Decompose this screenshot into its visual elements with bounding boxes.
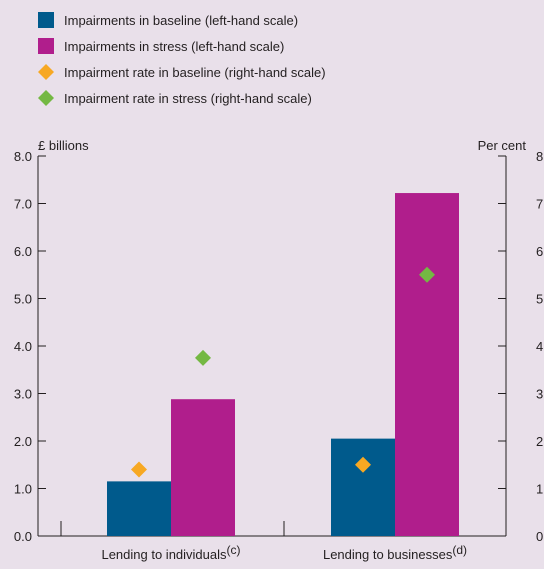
category-label-text: Lending to individuals xyxy=(101,547,227,562)
category-label: Lending to individuals(c) xyxy=(101,543,240,562)
marker-baseline-rate xyxy=(355,456,371,473)
marker-stress-rate xyxy=(419,266,435,283)
legend-label: Impairments in baseline (left-hand scale… xyxy=(64,13,298,28)
legend-item: Impairment rate in baseline (right-hand … xyxy=(38,64,326,80)
left-tick-label: 0.0 xyxy=(14,529,32,544)
legend: Impairments in baseline (left-hand scale… xyxy=(38,12,326,106)
right-tick-label: 3 xyxy=(536,387,543,402)
left-tick-label: 5.0 xyxy=(14,292,32,307)
bar-baseline xyxy=(107,481,171,536)
legend-item: Impairment rate in stress (right-hand sc… xyxy=(38,90,312,106)
left-tick-label: 7.0 xyxy=(14,197,32,212)
legend-label: Impairments in stress (left-hand scale) xyxy=(64,39,284,54)
rate-markers xyxy=(131,266,435,478)
left-tick-label: 6.0 xyxy=(14,244,32,259)
marker-baseline-rate xyxy=(131,461,147,478)
right-tick-label: 4 xyxy=(536,339,543,354)
category-note: (d) xyxy=(452,543,467,557)
legend-swatch-square xyxy=(38,12,54,28)
right-axis-title: Per cent xyxy=(478,138,527,153)
bars xyxy=(107,193,459,537)
left-axis-title: £ billions xyxy=(38,138,89,153)
right-tick-label: 0 xyxy=(536,529,543,544)
legend-swatch-square xyxy=(38,38,54,54)
right-tick-label: 2 xyxy=(536,434,543,449)
axes: 0.0 0 1.0 1 2.0 2 3.0 3 4.0 4 5.0 5 6.0 6 7.0 7 8.0 8 £ bi… xyxy=(14,138,543,562)
legend-label: Impairment rate in stress (right-hand sc… xyxy=(64,91,312,106)
legend-swatch-diamond xyxy=(38,64,54,80)
left-tick-label: 3.0 xyxy=(14,387,32,402)
left-tick-label: 8.0 xyxy=(14,149,32,164)
legend-item: Impairments in stress (left-hand scale) xyxy=(38,38,284,54)
legend-item: Impairments in baseline (left-hand scale… xyxy=(38,12,298,28)
category-note: (c) xyxy=(227,543,241,557)
right-tick-label: 1 xyxy=(536,482,543,497)
category-label-text: Lending to businesses xyxy=(323,547,453,562)
legend-swatch-diamond xyxy=(38,90,54,106)
left-tick-label: 2.0 xyxy=(14,434,32,449)
right-tick-label: 7 xyxy=(536,197,543,212)
marker-stress-rate xyxy=(195,349,211,366)
right-tick-label: 5 xyxy=(536,292,543,307)
right-tick-label: 6 xyxy=(536,244,543,259)
left-tick-label: 1.0 xyxy=(14,482,32,497)
legend-label: Impairment rate in baseline (right-hand … xyxy=(64,65,326,80)
category-label: Lending to businesses(d) xyxy=(323,543,467,562)
bar-stress xyxy=(171,399,235,536)
left-tick-label: 4.0 xyxy=(14,339,32,354)
bar-baseline xyxy=(331,438,395,536)
bar-stress xyxy=(395,193,459,537)
right-tick-label: 8 xyxy=(536,149,543,164)
